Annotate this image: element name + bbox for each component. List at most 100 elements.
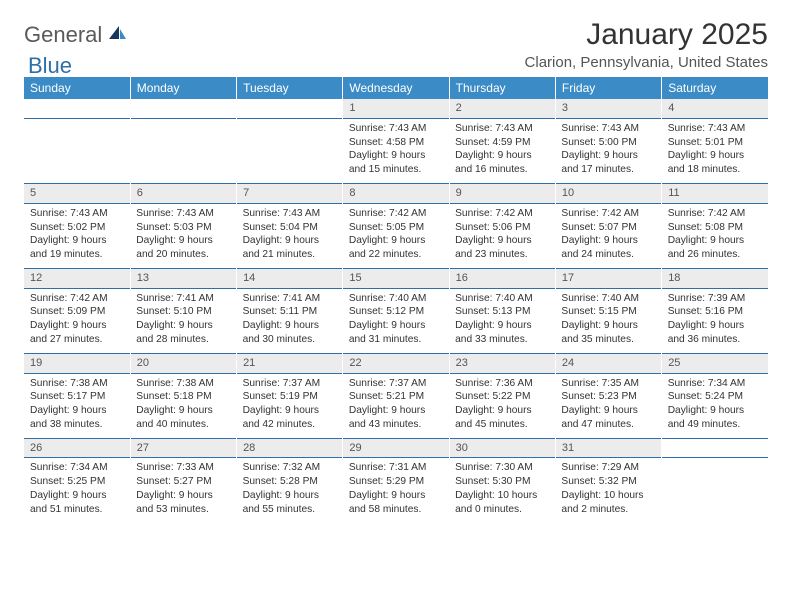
- daylight-line: Daylight: 9 hours and 26 minutes.: [668, 234, 762, 262]
- day-number-cell: 3: [555, 99, 661, 118]
- daynum-row: 262728293031: [24, 438, 768, 458]
- day-number-cell: 24: [555, 353, 661, 373]
- day-info-cell: Sunrise: 7:43 AMSunset: 5:01 PMDaylight:…: [662, 118, 768, 183]
- day-number-cell: 18: [662, 268, 768, 288]
- sunset-line: Sunset: 5:15 PM: [561, 305, 655, 319]
- sunset-line: Sunset: 5:00 PM: [561, 136, 655, 150]
- info-row: Sunrise: 7:43 AMSunset: 4:58 PMDaylight:…: [24, 118, 768, 183]
- sunrise-line: Sunrise: 7:40 AM: [561, 292, 655, 306]
- day-info-cell: Sunrise: 7:43 AMSunset: 4:58 PMDaylight:…: [343, 118, 449, 183]
- day-number-cell: 27: [130, 438, 236, 458]
- sunrise-line: Sunrise: 7:37 AM: [349, 377, 443, 391]
- sunset-line: Sunset: 5:08 PM: [668, 221, 762, 235]
- daylight-line: Daylight: 9 hours and 58 minutes.: [349, 489, 443, 517]
- sunset-line: Sunset: 5:16 PM: [668, 305, 762, 319]
- calendar-table: SundayMondayTuesdayWednesdayThursdayFrid…: [24, 77, 768, 523]
- daylight-line: Daylight: 9 hours and 23 minutes.: [455, 234, 549, 262]
- sunset-line: Sunset: 5:11 PM: [243, 305, 337, 319]
- daylight-line: Daylight: 9 hours and 30 minutes.: [243, 319, 337, 347]
- day-header: Sunday: [24, 77, 130, 99]
- sunrise-line: Sunrise: 7:41 AM: [243, 292, 337, 306]
- sunrise-line: Sunrise: 7:41 AM: [136, 292, 230, 306]
- sunset-line: Sunset: 5:02 PM: [30, 221, 124, 235]
- daylight-line: Daylight: 9 hours and 55 minutes.: [243, 489, 337, 517]
- sunset-line: Sunset: 5:32 PM: [561, 475, 655, 489]
- sunrise-line: Sunrise: 7:42 AM: [561, 207, 655, 221]
- sunset-line: Sunset: 5:29 PM: [349, 475, 443, 489]
- day-info-cell: Sunrise: 7:42 AMSunset: 5:05 PMDaylight:…: [343, 203, 449, 268]
- day-number-cell: 2: [449, 99, 555, 118]
- day-number-cell: [130, 99, 236, 118]
- day-info-cell: Sunrise: 7:43 AMSunset: 5:00 PMDaylight:…: [555, 118, 661, 183]
- day-info-cell: Sunrise: 7:43 AMSunset: 5:04 PMDaylight:…: [237, 203, 343, 268]
- day-number-cell: 11: [662, 183, 768, 203]
- info-row: Sunrise: 7:38 AMSunset: 5:17 PMDaylight:…: [24, 373, 768, 438]
- sunset-line: Sunset: 5:10 PM: [136, 305, 230, 319]
- info-row: Sunrise: 7:42 AMSunset: 5:09 PMDaylight:…: [24, 288, 768, 353]
- day-number-cell: 20: [130, 353, 236, 373]
- day-header: Tuesday: [237, 77, 343, 99]
- info-row: Sunrise: 7:34 AMSunset: 5:25 PMDaylight:…: [24, 458, 768, 523]
- day-number-cell: [24, 99, 130, 118]
- day-number-cell: [662, 438, 768, 458]
- daylight-line: Daylight: 9 hours and 33 minutes.: [455, 319, 549, 347]
- calendar-page: General January 2025 Clarion, Pennsylvan…: [0, 0, 792, 535]
- day-info-cell: [237, 118, 343, 183]
- day-info-cell: [24, 118, 130, 183]
- sunrise-line: Sunrise: 7:42 AM: [668, 207, 762, 221]
- daylight-line: Daylight: 9 hours and 45 minutes.: [455, 404, 549, 432]
- day-info-cell: Sunrise: 7:38 AMSunset: 5:17 PMDaylight:…: [24, 373, 130, 438]
- sunrise-line: Sunrise: 7:35 AM: [561, 377, 655, 391]
- sunrise-line: Sunrise: 7:37 AM: [243, 377, 337, 391]
- daylight-line: Daylight: 9 hours and 18 minutes.: [668, 149, 762, 177]
- sunset-line: Sunset: 5:01 PM: [668, 136, 762, 150]
- sunrise-line: Sunrise: 7:43 AM: [136, 207, 230, 221]
- sunset-line: Sunset: 5:30 PM: [455, 475, 549, 489]
- day-number-cell: 7: [237, 183, 343, 203]
- day-info-cell: Sunrise: 7:37 AMSunset: 5:19 PMDaylight:…: [237, 373, 343, 438]
- day-number-cell: 12: [24, 268, 130, 288]
- sunset-line: Sunset: 4:59 PM: [455, 136, 549, 150]
- day-number-cell: 26: [24, 438, 130, 458]
- sunrise-line: Sunrise: 7:43 AM: [561, 122, 655, 136]
- day-info-cell: Sunrise: 7:40 AMSunset: 5:15 PMDaylight:…: [555, 288, 661, 353]
- daylight-line: Daylight: 9 hours and 31 minutes.: [349, 319, 443, 347]
- sunset-line: Sunset: 5:27 PM: [136, 475, 230, 489]
- day-number-cell: 22: [343, 353, 449, 373]
- day-header: Thursday: [449, 77, 555, 99]
- day-number-cell: 9: [449, 183, 555, 203]
- day-info-cell: Sunrise: 7:29 AMSunset: 5:32 PMDaylight:…: [555, 458, 661, 523]
- day-info-cell: Sunrise: 7:30 AMSunset: 5:30 PMDaylight:…: [449, 458, 555, 523]
- day-info-cell: Sunrise: 7:41 AMSunset: 5:10 PMDaylight:…: [130, 288, 236, 353]
- day-number-cell: 30: [449, 438, 555, 458]
- sunrise-line: Sunrise: 7:36 AM: [455, 377, 549, 391]
- sunrise-line: Sunrise: 7:43 AM: [243, 207, 337, 221]
- day-number-cell: 17: [555, 268, 661, 288]
- day-info-cell: Sunrise: 7:41 AMSunset: 5:11 PMDaylight:…: [237, 288, 343, 353]
- day-header: Friday: [555, 77, 661, 99]
- daylight-line: Daylight: 9 hours and 49 minutes.: [668, 404, 762, 432]
- sunset-line: Sunset: 5:07 PM: [561, 221, 655, 235]
- sunset-line: Sunset: 5:25 PM: [30, 475, 124, 489]
- daylight-line: Daylight: 9 hours and 36 minutes.: [668, 319, 762, 347]
- sunrise-line: Sunrise: 7:43 AM: [455, 122, 549, 136]
- sunset-line: Sunset: 5:05 PM: [349, 221, 443, 235]
- sunset-line: Sunset: 5:13 PM: [455, 305, 549, 319]
- sunset-line: Sunset: 5:12 PM: [349, 305, 443, 319]
- day-info-cell: Sunrise: 7:43 AMSunset: 5:03 PMDaylight:…: [130, 203, 236, 268]
- daylight-line: Daylight: 9 hours and 24 minutes.: [561, 234, 655, 262]
- header: General January 2025 Clarion, Pennsylvan…: [24, 18, 768, 71]
- day-number-cell: 25: [662, 353, 768, 373]
- sunrise-line: Sunrise: 7:32 AM: [243, 461, 337, 475]
- day-info-cell: [662, 458, 768, 523]
- day-info-cell: [130, 118, 236, 183]
- day-info-cell: Sunrise: 7:42 AMSunset: 5:08 PMDaylight:…: [662, 203, 768, 268]
- title-block: January 2025 Clarion, Pennsylvania, Unit…: [525, 18, 768, 71]
- daynum-row: 12131415161718: [24, 268, 768, 288]
- daylight-line: Daylight: 9 hours and 38 minutes.: [30, 404, 124, 432]
- logo-text-general: General: [24, 22, 102, 48]
- sunset-line: Sunset: 5:19 PM: [243, 390, 337, 404]
- month-title: January 2025: [525, 18, 768, 52]
- daylight-line: Daylight: 9 hours and 16 minutes.: [455, 149, 549, 177]
- daylight-line: Daylight: 9 hours and 42 minutes.: [243, 404, 337, 432]
